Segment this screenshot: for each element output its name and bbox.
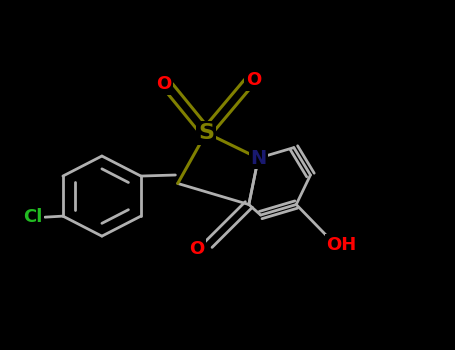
Text: N: N — [250, 149, 267, 168]
Text: OH: OH — [326, 236, 356, 254]
Text: O: O — [189, 240, 204, 258]
Text: Cl: Cl — [24, 208, 43, 226]
Text: O: O — [156, 75, 171, 93]
Text: S: S — [198, 123, 214, 143]
Text: O: O — [246, 71, 261, 89]
